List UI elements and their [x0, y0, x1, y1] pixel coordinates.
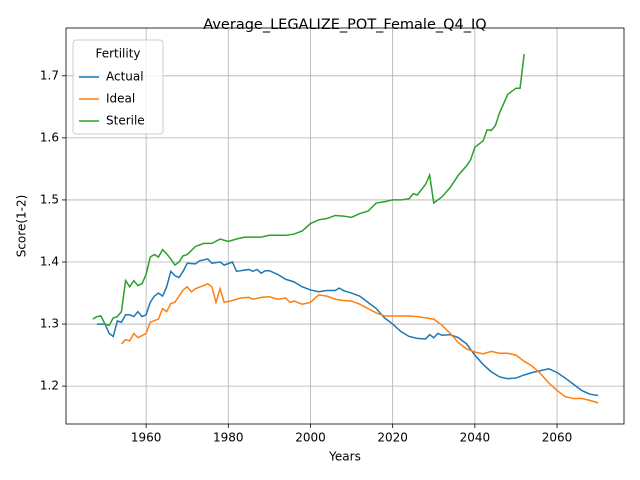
series-line — [92, 53, 525, 327]
plot-frame — [65, 27, 625, 425]
x-tick-label: 2060 — [542, 431, 573, 445]
legend-label: Sterile — [106, 114, 145, 128]
y-tick-label: 1.5 — [40, 192, 59, 206]
x-axis-label: Years — [328, 450, 361, 464]
y-tick-label: 1.2 — [40, 379, 59, 393]
x-tick-label: 2040 — [460, 431, 491, 445]
y-axis-label: Score(1-2) — [15, 195, 29, 258]
series-line — [96, 258, 599, 397]
legend-label: Actual — [106, 70, 144, 84]
y-tick-label: 1.6 — [40, 130, 59, 144]
y-tick-label: 1.4 — [40, 255, 59, 269]
chart-title: Average_LEGALIZE_POT_Female_Q4_IQ — [203, 17, 486, 33]
legend-label: Ideal — [106, 92, 135, 106]
legend-title: Fertility — [95, 47, 140, 61]
x-tick-label: 1980 — [213, 431, 244, 445]
legend-box — [72, 39, 164, 135]
legend: Fertility Actual Ideal Sterile — [72, 39, 164, 135]
y-tick-label: 1.7 — [40, 68, 59, 82]
series-line — [120, 282, 599, 404]
x-tick-label: 2000 — [295, 431, 326, 445]
x-tick-label: 2020 — [377, 431, 408, 445]
x-tick-label: 1960 — [131, 431, 162, 445]
y-tick-label: 1.3 — [40, 317, 59, 331]
